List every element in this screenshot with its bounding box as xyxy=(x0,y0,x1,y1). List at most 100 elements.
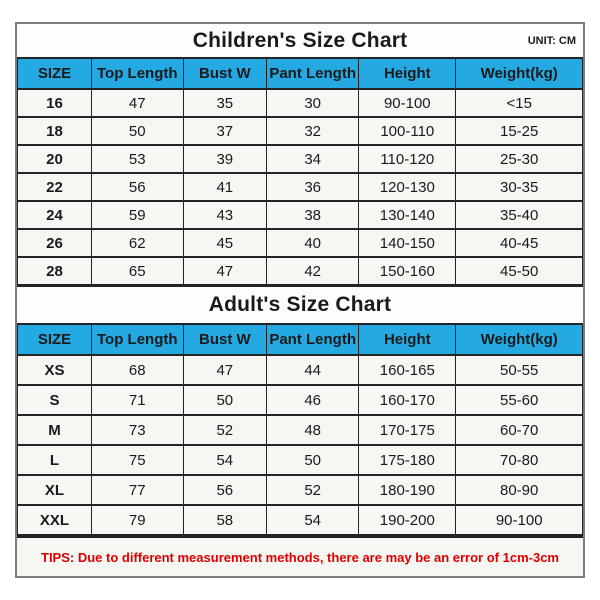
value-cell: 40 xyxy=(266,228,360,258)
children-chart-title: Children's Size Chart xyxy=(192,28,408,52)
value-cell: 50 xyxy=(91,116,184,146)
header-row: SIZE Top Length Bust W Pant Length Height Wei… xyxy=(17,323,583,356)
table-row: XS 68 47 44 160-165 50-55 xyxy=(17,354,583,386)
value-cell: 140-150 xyxy=(358,228,457,258)
adult-size-table: SIZE Top Length Bust W Pant Length Height Wei… xyxy=(17,323,583,536)
table-row: XXL 79 58 54 190-200 90-100 xyxy=(17,504,583,536)
table-row: 18 50 37 32 100-110 15-25 xyxy=(17,116,583,146)
value-cell: 38 xyxy=(266,200,360,230)
value-cell: 43 xyxy=(182,200,268,230)
value-cell: 180-190 xyxy=(358,474,457,506)
value-cell: 56 xyxy=(182,474,268,506)
header-cell: Weight(kg) xyxy=(455,323,583,356)
size-cell: 22 xyxy=(17,172,92,202)
size-cell: 20 xyxy=(17,144,92,174)
table-row: 22 56 41 36 120-130 30-35 xyxy=(17,172,583,202)
value-cell: 58 xyxy=(182,504,268,536)
tips-banner: TIPS: Due to different measurement metho… xyxy=(17,536,583,576)
header-cell: Weight(kg) xyxy=(455,57,583,90)
value-cell: 190-200 xyxy=(358,504,457,536)
table-row: 16 47 35 30 90-100 <15 xyxy=(17,88,583,118)
header-cell: Bust W xyxy=(182,57,268,90)
unit-label: UNIT: CM xyxy=(527,34,576,47)
size-cell: XXL xyxy=(17,504,92,536)
value-cell: 37 xyxy=(182,116,268,146)
value-cell: 75 xyxy=(91,444,184,476)
value-cell: 34 xyxy=(266,144,360,174)
value-cell: 54 xyxy=(266,504,360,536)
children-table-header: SIZE Top Length Bust W Pant Length Height Wei… xyxy=(17,57,583,90)
value-cell: 47 xyxy=(182,354,268,386)
table-row: M 73 52 48 170-175 60-70 xyxy=(17,414,583,446)
value-cell: 36 xyxy=(266,172,360,202)
size-cell: XS xyxy=(17,354,92,386)
adult-table-header: SIZE Top Length Bust W Pant Length Height Wei… xyxy=(17,323,583,356)
size-cell: 28 xyxy=(17,256,92,286)
adult-chart-title: Adult's Size Chart xyxy=(208,293,392,316)
header-cell: Pant Length xyxy=(266,323,360,356)
value-cell: 25-30 xyxy=(455,144,583,174)
value-cell: 44 xyxy=(266,354,360,386)
table-row: 26 62 45 40 140-150 40-45 xyxy=(17,228,583,258)
value-cell: 175-180 xyxy=(358,444,457,476)
value-cell: 42 xyxy=(266,256,360,286)
children-table-body: 16 47 35 30 90-100 <15 18 50 37 32 100-110 15-25 20 5… xyxy=(17,88,583,286)
children-chart-title-row: Children's Size Chart UNIT: CM xyxy=(17,24,583,57)
value-cell: 60-70 xyxy=(455,414,583,446)
value-cell: 56 xyxy=(91,172,184,202)
size-cell: 18 xyxy=(17,116,92,146)
value-cell: 50 xyxy=(266,444,360,476)
value-cell: 170-175 xyxy=(358,414,457,446)
value-cell: 54 xyxy=(182,444,268,476)
value-cell: 35 xyxy=(182,88,268,118)
value-cell: 150-160 xyxy=(358,256,457,286)
adult-chart-title-row: Adult's Size Chart xyxy=(17,286,583,323)
value-cell: <15 xyxy=(455,88,583,118)
adult-table-body: XS 68 47 44 160-165 50-55 S 71 50 46 160-170 55-60 M… xyxy=(17,354,583,536)
children-size-table: SIZE Top Length Bust W Pant Length Height Wei… xyxy=(17,57,583,286)
table-row: S 71 50 46 160-170 55-60 xyxy=(17,384,583,416)
value-cell: 90-100 xyxy=(455,504,583,536)
tips-text: TIPS: Due to different measurement metho… xyxy=(41,549,559,565)
header-cell: Top Length xyxy=(91,323,184,356)
header-row: SIZE Top Length Bust W Pant Length Height Wei… xyxy=(17,57,583,90)
value-cell: 80-90 xyxy=(455,474,583,506)
value-cell: 45-50 xyxy=(455,256,583,286)
value-cell: 15-25 xyxy=(455,116,583,146)
header-cell: Height xyxy=(358,323,457,356)
value-cell: 41 xyxy=(182,172,268,202)
header-cell: Pant Length xyxy=(266,57,360,90)
size-cell: M xyxy=(17,414,92,446)
value-cell: 73 xyxy=(91,414,184,446)
value-cell: 53 xyxy=(91,144,184,174)
value-cell: 77 xyxy=(91,474,184,506)
value-cell: 68 xyxy=(91,354,184,386)
header-cell: SIZE xyxy=(17,57,92,90)
value-cell: 40-45 xyxy=(455,228,583,258)
value-cell: 39 xyxy=(182,144,268,174)
value-cell: 130-140 xyxy=(358,200,457,230)
header-cell: SIZE xyxy=(17,323,92,356)
value-cell: 62 xyxy=(91,228,184,258)
value-cell: 160-170 xyxy=(358,384,457,416)
value-cell: 55-60 xyxy=(455,384,583,416)
header-cell: Height xyxy=(358,57,457,90)
value-cell: 30-35 xyxy=(455,172,583,202)
table-row: 28 65 47 42 150-160 45-50 xyxy=(17,256,583,286)
size-cell: 24 xyxy=(17,200,92,230)
table-row: 20 53 39 34 110-120 25-30 xyxy=(17,144,583,174)
value-cell: 47 xyxy=(182,256,268,286)
value-cell: 50-55 xyxy=(455,354,583,386)
value-cell: 52 xyxy=(182,414,268,446)
size-cell: 26 xyxy=(17,228,92,258)
table-row: XL 77 56 52 180-190 80-90 xyxy=(17,474,583,506)
value-cell: 90-100 xyxy=(358,88,457,118)
size-cell: 16 xyxy=(17,88,92,118)
value-cell: 110-120 xyxy=(358,144,457,174)
value-cell: 71 xyxy=(91,384,184,416)
value-cell: 70-80 xyxy=(455,444,583,476)
value-cell: 35-40 xyxy=(455,200,583,230)
size-cell: XL xyxy=(17,474,92,506)
value-cell: 120-130 xyxy=(358,172,457,202)
